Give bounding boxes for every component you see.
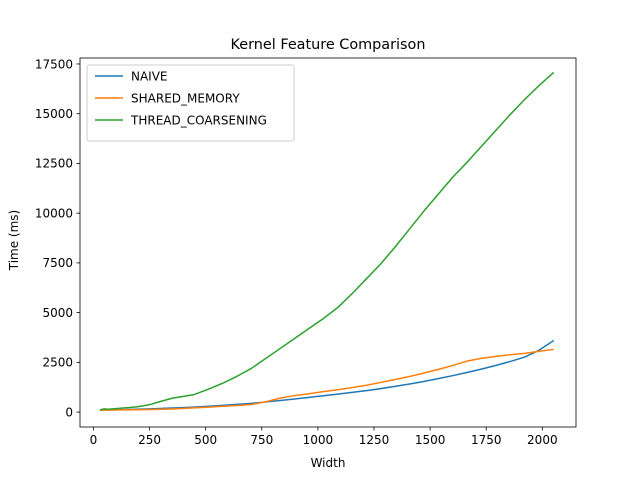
x-tick-label: 500 <box>194 433 217 447</box>
axes-frame <box>79 57 577 428</box>
y-tick-label: 12500 <box>35 157 73 171</box>
axes: 0 250 500 750 1000 1250 1500 1750 2000 0 2500 5000 7… <box>35 57 577 447</box>
legend-label-naive: NAIVE <box>131 69 168 83</box>
series-line-shared-memory <box>99 348 554 412</box>
x-tick-label: 1250 <box>359 433 390 447</box>
y-tick-label: 0 <box>65 405 73 419</box>
y-tick-label: 10000 <box>35 206 73 220</box>
legend-frame <box>86 64 295 142</box>
x-tick-label: 2000 <box>527 433 558 447</box>
legend-label-thread-coarsening: THREAD_COARSENING <box>130 113 267 127</box>
x-tick-label: 750 <box>250 433 273 447</box>
chart-title: Kernel Feature Comparison <box>231 37 426 53</box>
x-tick-label: 1750 <box>471 433 502 447</box>
y-tick-label: 7500 <box>42 256 73 270</box>
legend: NAIVE SHARED_MEMORY THREAD_COARSENING <box>86 64 295 142</box>
x-axis-label: Width <box>311 456 346 470</box>
y-tick-label: 5000 <box>42 306 73 320</box>
y-tick-label: 2500 <box>42 356 73 370</box>
y-axis-label: Time (ms) <box>7 210 21 272</box>
x-tick-label: 1500 <box>415 433 446 447</box>
y-tick-label: 17500 <box>35 57 73 71</box>
x-tick-label: 0 <box>90 433 98 447</box>
x-tick-label: 1000 <box>303 433 334 447</box>
y-tick-label: 15000 <box>35 107 73 121</box>
series-line-naive <box>99 339 555 411</box>
legend-label-shared-memory: SHARED_MEMORY <box>131 91 240 105</box>
series-line-thread-coarsening <box>99 71 555 411</box>
x-tick-label: 250 <box>138 433 161 447</box>
plot-area <box>99 71 555 412</box>
